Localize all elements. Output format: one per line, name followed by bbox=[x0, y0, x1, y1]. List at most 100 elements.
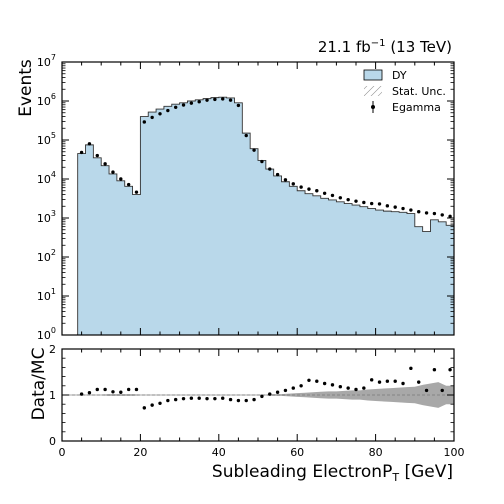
data-point bbox=[95, 153, 99, 158]
ratio-point bbox=[260, 394, 264, 399]
lumi-exponent: −1 bbox=[371, 38, 386, 49]
data-point bbox=[291, 182, 295, 186]
ratio-point bbox=[197, 396, 201, 400]
data-point bbox=[377, 202, 382, 206]
data-point bbox=[330, 193, 335, 198]
ratio-point bbox=[369, 378, 374, 382]
data-point bbox=[173, 105, 178, 109]
legend-label-dy: DY bbox=[392, 69, 407, 82]
data-point bbox=[79, 150, 84, 155]
legend-label-unc: Stat. Unc. bbox=[392, 85, 446, 98]
ratio-y-axis-title: Data/MC bbox=[29, 348, 49, 421]
data-point bbox=[283, 178, 288, 182]
ratio-point bbox=[103, 387, 107, 392]
ratio-point bbox=[275, 390, 280, 394]
ratio-point bbox=[362, 386, 366, 390]
main-y-tick-label: 106 bbox=[37, 92, 56, 108]
ratio-point bbox=[111, 390, 115, 394]
ratio-point bbox=[393, 379, 397, 383]
data-point bbox=[346, 197, 350, 202]
tick-exponent: 2 bbox=[51, 248, 56, 257]
main-y-tick-label: 100 bbox=[37, 326, 56, 342]
ratio-point bbox=[424, 388, 429, 393]
tick-exponent: 4 bbox=[51, 170, 56, 179]
x-axis-title-unit: [GeV] bbox=[399, 462, 453, 482]
ratio-point bbox=[377, 380, 382, 384]
ratio-point bbox=[307, 378, 311, 382]
data-point bbox=[205, 98, 209, 102]
ratio-point bbox=[142, 406, 147, 410]
x-tick-label: 60 bbox=[290, 446, 304, 459]
tick-base: 10 bbox=[37, 212, 51, 225]
ratio-point bbox=[315, 379, 319, 383]
mc-histogram-dy bbox=[77, 96, 455, 336]
data-point bbox=[244, 133, 248, 138]
x-tick-label: 80 bbox=[369, 446, 383, 459]
tick-base: 10 bbox=[37, 329, 51, 342]
ratio-point bbox=[126, 387, 131, 392]
ratio-point bbox=[213, 396, 217, 401]
data-point bbox=[393, 205, 397, 209]
ratio-point bbox=[409, 366, 413, 371]
data-point bbox=[369, 201, 374, 206]
ratio-point bbox=[401, 381, 405, 386]
data-point bbox=[236, 103, 241, 108]
ratio-point bbox=[189, 396, 194, 400]
tick-exponent: 1 bbox=[51, 287, 56, 296]
data-point bbox=[252, 148, 256, 152]
ratio-y-tick-label: 0 bbox=[49, 435, 56, 448]
data-point bbox=[189, 101, 194, 105]
main-y-axis-title: Events bbox=[16, 59, 36, 117]
ratio-point bbox=[244, 398, 248, 403]
ratio-point bbox=[166, 398, 170, 403]
main-y-tick-label: 107 bbox=[37, 53, 56, 69]
data-point bbox=[432, 211, 437, 216]
data-point bbox=[448, 214, 452, 219]
legend-swatch-unc bbox=[364, 86, 382, 96]
data-point bbox=[87, 142, 92, 146]
x-tick-label: 0 bbox=[59, 446, 66, 459]
tick-exponent: 7 bbox=[51, 53, 56, 62]
ratio-point bbox=[134, 387, 139, 392]
tick-base: 10 bbox=[37, 95, 51, 108]
legend-swatch-dy bbox=[363, 69, 383, 81]
tick-exponent: 0 bbox=[51, 326, 56, 335]
ratio-point bbox=[119, 390, 123, 394]
main-y-tick-label: 102 bbox=[37, 248, 56, 264]
ratio-point bbox=[417, 380, 421, 384]
main-y-tick-label: 101 bbox=[37, 287, 56, 303]
ratio-point bbox=[228, 397, 233, 402]
data-point bbox=[197, 99, 201, 104]
data-point bbox=[401, 206, 405, 211]
ratio-point bbox=[221, 396, 225, 400]
data-point bbox=[134, 190, 139, 194]
data-point bbox=[181, 103, 186, 107]
ratio-point bbox=[448, 368, 452, 372]
data-point bbox=[103, 162, 107, 166]
data-point bbox=[111, 170, 115, 174]
ratio-y-tick-label: 1 bbox=[49, 389, 56, 402]
ratio-point bbox=[252, 397, 256, 402]
x-tick-label: 40 bbox=[212, 446, 226, 459]
data-point bbox=[440, 213, 444, 217]
legend-marker-data bbox=[371, 105, 375, 109]
ratio-point bbox=[354, 387, 358, 392]
ratio-point bbox=[173, 397, 178, 402]
data-point bbox=[126, 182, 131, 187]
data-point bbox=[362, 200, 366, 205]
ratio-point bbox=[322, 381, 327, 386]
ratio-point bbox=[346, 386, 350, 390]
tick-base: 10 bbox=[37, 134, 51, 147]
ratio-point bbox=[385, 379, 390, 383]
data-point bbox=[213, 97, 217, 102]
data-point bbox=[221, 97, 225, 101]
tick-base: 10 bbox=[37, 290, 51, 303]
ratio-point bbox=[79, 392, 84, 396]
data-point bbox=[260, 159, 264, 164]
tick-base: 10 bbox=[37, 251, 51, 264]
tick-exponent: 5 bbox=[51, 131, 56, 140]
main-y-tick-label: 105 bbox=[37, 131, 56, 147]
legend: DY Stat. Unc. Egamma bbox=[363, 69, 446, 114]
